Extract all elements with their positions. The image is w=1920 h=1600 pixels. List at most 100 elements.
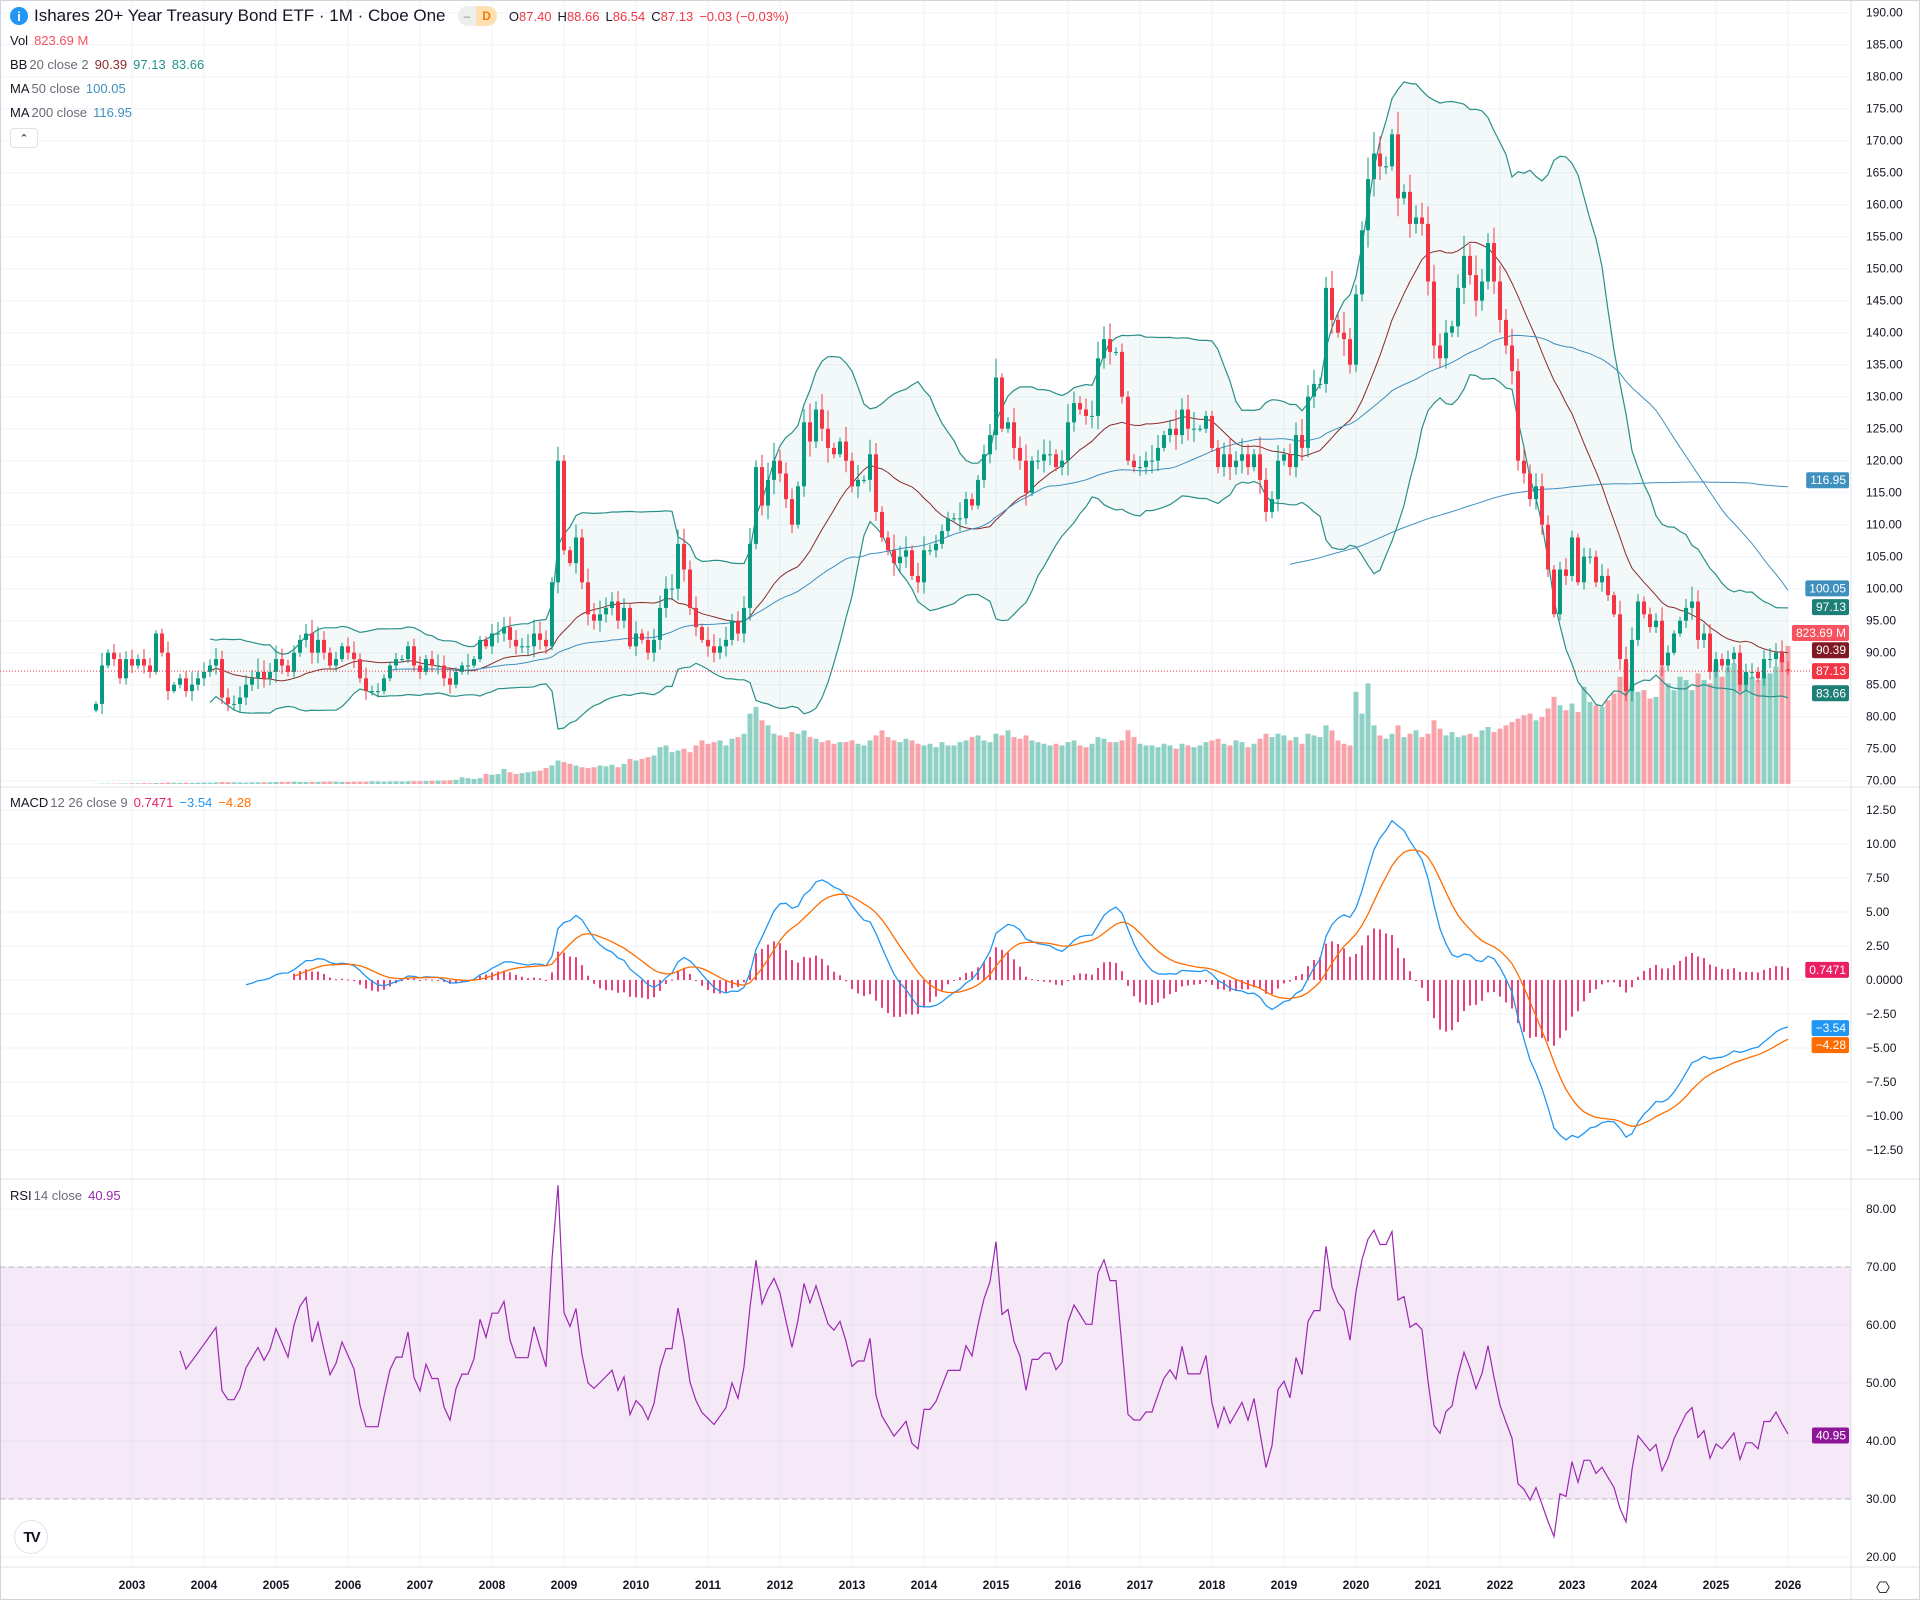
- badge-left: –: [457, 6, 477, 26]
- volume-bar: [1533, 720, 1539, 784]
- candle-body: [1564, 569, 1568, 576]
- candle: [526, 634, 530, 656]
- macd-hist-bar: [1367, 935, 1369, 980]
- volume-bar: [657, 747, 663, 784]
- macd-hist-bar: [347, 979, 349, 981]
- candle-body: [358, 659, 362, 679]
- macd-hist-bar: [575, 957, 577, 980]
- volume-bar: [1431, 720, 1437, 784]
- symbol-title[interactable]: Ishares 20+ Year Treasury Bond ETF · 1M …: [34, 6, 446, 25]
- candle-body: [952, 518, 956, 520]
- ma50-value: 100.05: [85, 81, 126, 96]
- ma50-axis-badge: 100.05: [1809, 581, 1846, 595]
- candle: [1606, 568, 1610, 601]
- candle-body: [1630, 639, 1634, 692]
- volume-bar: [999, 735, 1005, 784]
- candle-body: [832, 447, 836, 455]
- candle-body: [160, 633, 164, 653]
- candle: [1528, 464, 1532, 507]
- candle: [586, 568, 590, 626]
- candle-body: [1198, 428, 1202, 430]
- ma50-params: 50 close: [31, 81, 80, 96]
- ohlc-values: O87.40 H88.66 L86.54 C87.13 −0.03 (−0.03…: [509, 9, 789, 24]
- volume-bar: [429, 780, 435, 784]
- candle: [718, 637, 722, 660]
- macd-hist-bar: [425, 979, 427, 981]
- volume-bar: [171, 782, 177, 784]
- volume-bar: [1707, 683, 1713, 784]
- candle-body: [316, 639, 320, 653]
- candle: [820, 393, 824, 442]
- ma50-line: [389, 334, 1789, 672]
- candle-body: [616, 601, 620, 621]
- volume-bar: [1071, 740, 1077, 784]
- macd-hist-bar: [1775, 966, 1777, 980]
- volume-bar: [261, 782, 267, 784]
- volume-bar: [1701, 680, 1707, 784]
- rsi-tick-label: 60.00: [1866, 1318, 1896, 1332]
- macd-hist-bar: [959, 977, 961, 980]
- macd-hist-bar: [449, 980, 451, 984]
- volume-bar: [1239, 742, 1245, 784]
- rsi-tick-label: 20.00: [1866, 1550, 1896, 1564]
- volume-bar: [1425, 733, 1431, 784]
- candle: [1210, 410, 1214, 453]
- candle-body: [976, 479, 980, 506]
- volume-bar: [249, 782, 255, 784]
- market-status-badge[interactable]: – D: [457, 6, 497, 26]
- rsi-legend[interactable]: RSI 14 close 40.95: [10, 1188, 121, 1203]
- candle-body: [898, 556, 902, 564]
- volume-bar: [645, 757, 651, 784]
- volume-bar: [1077, 745, 1083, 784]
- candle: [1060, 450, 1064, 476]
- volume-bar: [1191, 747, 1197, 784]
- macd-legend[interactable]: MACD 12 26 close 9 0.7471 −3.54 −4.28: [10, 795, 251, 810]
- year-tick-label: 2009: [551, 1578, 578, 1592]
- vol-legend[interactable]: Vol 823.69 M: [10, 33, 88, 48]
- candle: [502, 617, 506, 642]
- ma50-name: MA: [10, 81, 30, 96]
- candle-body: [340, 646, 344, 660]
- macd-hist-bar: [1721, 968, 1723, 980]
- candle-body: [400, 659, 404, 661]
- macd-hist-bar: [1289, 980, 1291, 982]
- ma200-params: 200 close: [31, 105, 88, 120]
- ma200-line: [1289, 481, 1789, 565]
- candle-body: [1102, 339, 1106, 359]
- candle-body: [190, 684, 194, 692]
- price-tick-label: 160.00: [1866, 198, 1903, 212]
- macd-hist-bar: [1505, 980, 1507, 1003]
- settings-icon[interactable]: ⎔: [1876, 1580, 1890, 1597]
- volume-bar: [1659, 666, 1665, 784]
- volume-bar: [909, 740, 915, 784]
- candle: [472, 656, 476, 668]
- price-tick-label: 85.00: [1866, 678, 1896, 692]
- tradingview-logo[interactable]: TV: [14, 1520, 48, 1554]
- macd-hist-bar: [1319, 957, 1321, 980]
- candle: [1102, 326, 1106, 369]
- candle: [916, 562, 920, 593]
- bb-legend[interactable]: BB 20 close 2 90.39 97.13 83.66: [10, 57, 204, 72]
- volume-bar: [717, 740, 723, 784]
- candle-body: [982, 454, 986, 480]
- open-label: O: [508, 8, 519, 24]
- macd-hist-bar: [455, 980, 457, 984]
- candle: [1168, 419, 1172, 443]
- candle: [988, 423, 992, 464]
- volume-bar: [1563, 710, 1569, 784]
- volume-bar: [309, 781, 315, 784]
- candle: [1714, 651, 1718, 678]
- collapse-legend-button[interactable]: ⌃: [10, 128, 38, 148]
- ma200-axis-badge-bg: [1806, 472, 1849, 489]
- info-icon[interactable]: i: [10, 7, 28, 25]
- candle-body: [664, 588, 668, 608]
- candle: [994, 358, 998, 451]
- volume-bar: [1725, 666, 1731, 784]
- ma200-legend[interactable]: MA 200 close 116.95: [10, 105, 132, 120]
- candle-body: [1360, 230, 1364, 295]
- volume-bar: [861, 745, 867, 784]
- ma50-legend[interactable]: MA 50 close 100.05: [10, 81, 126, 96]
- macd-hist-bar: [1103, 962, 1105, 980]
- macd-hist-bar: [665, 980, 667, 984]
